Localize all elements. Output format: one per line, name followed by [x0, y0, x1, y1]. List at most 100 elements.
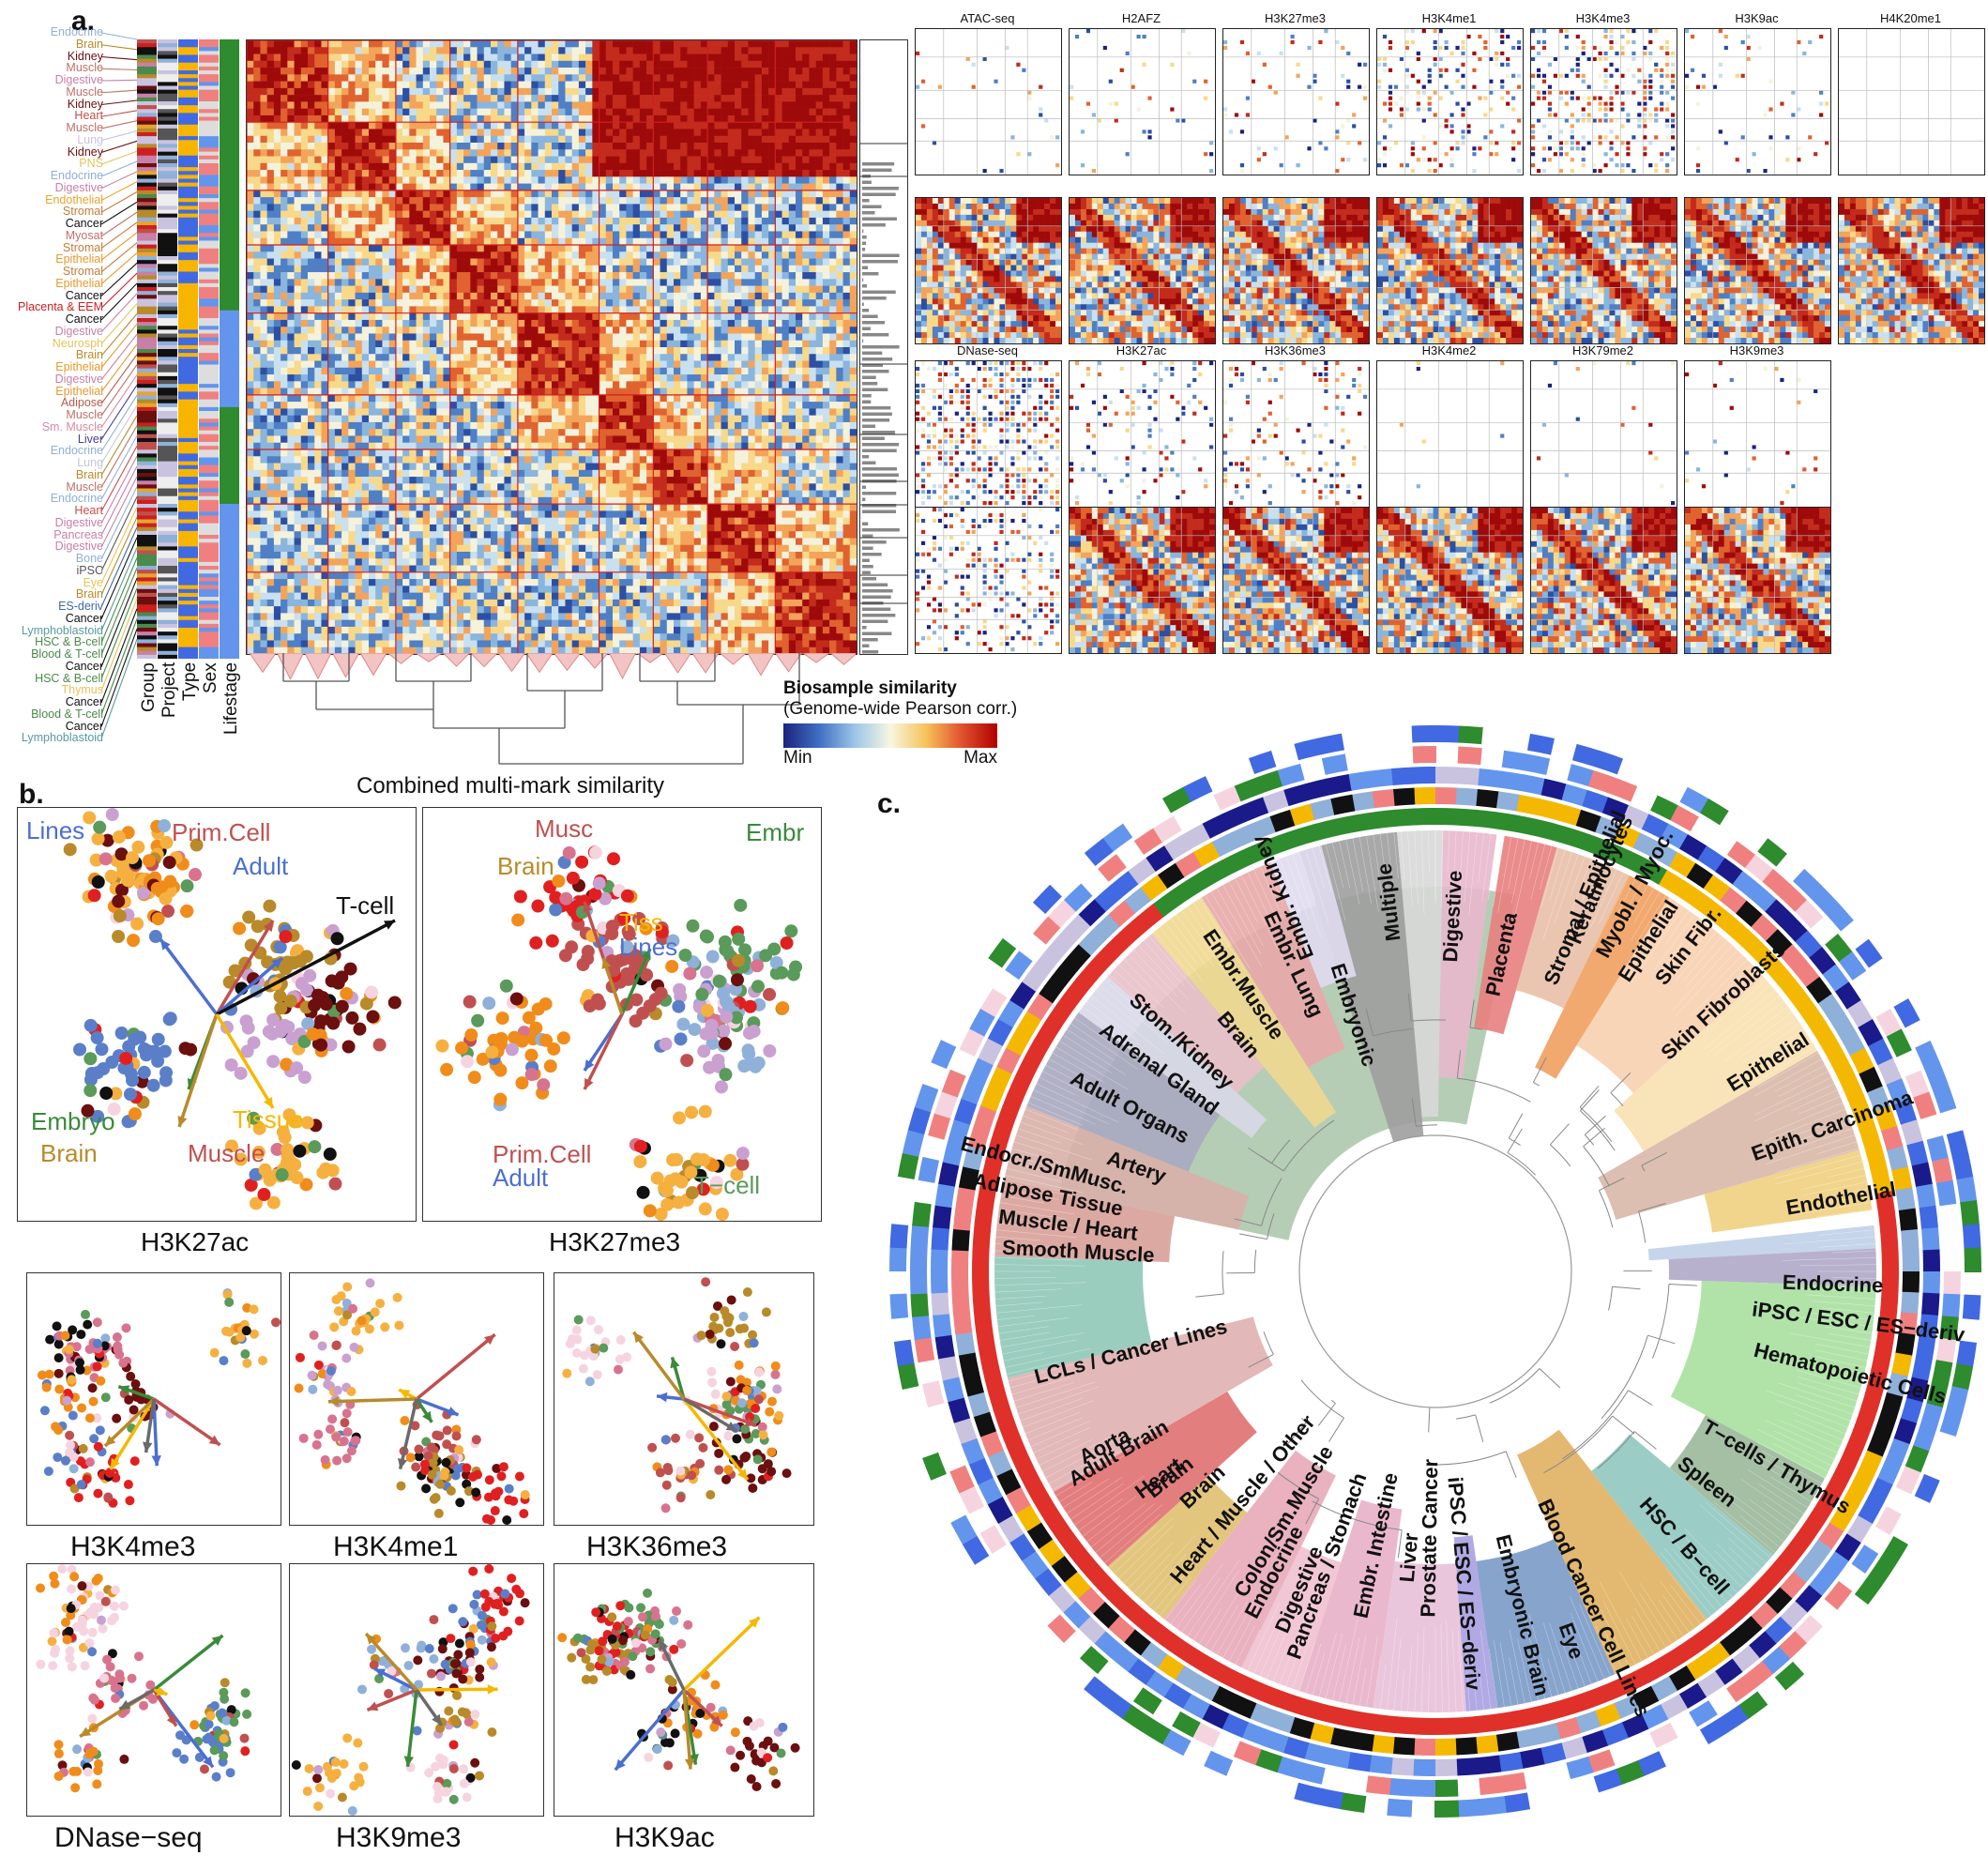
- circle-cluster-label: Digestive: [1438, 870, 1466, 963]
- mark-heatmap-title: H3K9me3: [1684, 343, 1829, 358]
- mark-heatmap-title: H3K4me2: [1376, 343, 1522, 358]
- mark-heatmap: [1530, 28, 1677, 175]
- group-label: Muscle: [66, 62, 103, 74]
- track-label: Sex: [201, 662, 221, 756]
- group-label: Brain: [76, 468, 103, 481]
- mark-heatmap-grid: ATAC-seq H2AFZ H3K27me3 H3K4me1 H3K4me3 H3K9a…: [915, 9, 1985, 657]
- group-label: PNS: [79, 158, 103, 170]
- pca-arrow-label: Embryo: [31, 1107, 115, 1136]
- colorbar: [783, 723, 997, 748]
- pca-arrow-label: Lines: [26, 816, 84, 845]
- pca-plot-title: H3K27ac: [141, 1227, 249, 1257]
- group-label: Brain: [76, 349, 103, 361]
- group-label: Epithelial: [55, 253, 103, 266]
- mark-heatmap-title: H3K79me2: [1530, 343, 1676, 358]
- pca-arrow-label: Adult: [493, 1164, 548, 1193]
- mark-heatmap: [1376, 197, 1524, 344]
- group-label: Pancreas: [53, 528, 103, 541]
- pca-arrow-label: Brain: [497, 852, 554, 881]
- pca-plot-title: H3K9me3: [336, 1822, 461, 1854]
- pca-plot-title: H3K36me3: [586, 1531, 727, 1563]
- group-label: Lymphoblastoid: [22, 624, 103, 637]
- colorbar-legend: Biosample similarity (Genome-wide Pearso…: [783, 678, 1017, 768]
- legend-subtitle: (Genome-wide Pearson corr.): [783, 699, 1017, 720]
- mark-heatmap-title: H3K4me1: [1376, 11, 1522, 25]
- panel-c-letter: c.: [877, 788, 901, 820]
- heatmap-caption: Combined multi-mark similarity: [357, 773, 664, 799]
- group-label: Adipose: [61, 397, 103, 409]
- group-label: Epithelial: [55, 361, 103, 373]
- group-label: iPSC: [77, 564, 103, 577]
- pca-plot: [26, 1272, 281, 1526]
- group-label: Endocrine: [51, 26, 103, 38]
- mark-heatmap: [1684, 28, 1831, 175]
- group-label: HSC & B-cell: [35, 672, 103, 685]
- group-label: Blood & T-cell: [31, 648, 103, 661]
- group-label: Digestive: [55, 540, 103, 553]
- pca-arrow-label: Adult: [233, 852, 288, 881]
- group-label: ES-deriv: [58, 601, 103, 613]
- pca-plot: [554, 1563, 814, 1817]
- group-label: Heart: [74, 110, 103, 122]
- panel-b-letter: b.: [19, 779, 44, 811]
- group-label: Bone: [76, 553, 103, 565]
- group-label: Kidney: [68, 145, 103, 159]
- circle-cluster-label: Liver: [1395, 1531, 1423, 1583]
- mark-heatmap: [1684, 507, 1831, 654]
- mark-heatmap-title: ATAC-seq: [915, 11, 1060, 25]
- mark-heatmap: [1684, 197, 1831, 344]
- mark-heatmap: [1069, 360, 1216, 508]
- mark-heatmap: [1222, 360, 1370, 508]
- pca-arrow-label: Embr: [746, 818, 804, 847]
- group-label: Digestive: [55, 373, 103, 386]
- mark-heatmap: [1069, 197, 1216, 344]
- pca-panel: Lines Prim.Cell Adult T-cell Embryo Brain Tiss…: [0, 807, 826, 1856]
- mark-heatmap-title: H4K20me1: [1838, 11, 1983, 25]
- group-label: Digestive: [55, 325, 103, 338]
- group-label: Thymus: [62, 684, 103, 696]
- combined-similarity-heatmap: [246, 39, 857, 655]
- pca-plot: [289, 1272, 544, 1526]
- group-connector-lines: [101, 32, 138, 739]
- mark-heatmap: [1069, 28, 1216, 175]
- group-label: Cancer: [66, 696, 103, 708]
- annotation-track-labels: Group Project Type Sex Lifestage: [137, 662, 241, 766]
- pca-arrow-label: T-cell: [336, 891, 394, 920]
- pca-plot: [17, 807, 417, 1222]
- group-label: Brain: [76, 38, 103, 51]
- group-label: Epithelial: [55, 277, 103, 290]
- mark-heatmap: [1838, 197, 1985, 344]
- pca-plot-title: H3K27me3: [549, 1227, 680, 1257]
- group-label: Heart: [74, 505, 103, 517]
- mark-heatmap: [1222, 507, 1370, 654]
- group-label: Kidney: [68, 98, 103, 111]
- pca-arrow-label: Tiss: [619, 908, 663, 937]
- circle-cluster-label: Prostate Cancer: [1416, 1458, 1442, 1618]
- group-label: Epithelial: [55, 385, 103, 398]
- mark-heatmap: [1222, 197, 1370, 344]
- group-label: Lung: [77, 133, 103, 146]
- mark-heatmap-title: H3K27me3: [1222, 11, 1368, 25]
- mark-heatmap: [1684, 360, 1831, 508]
- mark-heatmap: [915, 507, 1062, 654]
- mark-heatmap-title: H2AFZ: [1069, 11, 1214, 25]
- pca-arrow-label: Prim.Cell: [493, 1140, 591, 1169]
- pca-plot: [26, 1563, 281, 1817]
- track-label: Type: [180, 662, 201, 756]
- group-label: Sm. Muscle: [42, 420, 103, 434]
- group-label: Muscle: [66, 85, 103, 99]
- pca-plot: [422, 807, 822, 1222]
- pca-arrow-label: Musc: [535, 814, 593, 844]
- pca-arrow-label: Muscle: [188, 1139, 265, 1168]
- circular-dendrogram: Embr. Kidney Multiple Digestive PlacentaKer…: [889, 725, 1981, 1818]
- group-label: Endocrine: [51, 493, 103, 505]
- group-label: Cancer: [66, 313, 103, 326]
- mark-heatmap-title: DNase-seq: [915, 343, 1060, 358]
- pca-plot-title: H3K9ac: [615, 1822, 715, 1854]
- sample-count-barplot: [859, 39, 908, 655]
- pca-arrow-label: T−cell: [694, 1171, 760, 1200]
- group-label: Eye: [83, 576, 103, 589]
- group-label: Lung: [77, 457, 103, 469]
- pca-plot-title: DNase−seq: [54, 1822, 203, 1854]
- group-label: Digestive: [55, 181, 103, 194]
